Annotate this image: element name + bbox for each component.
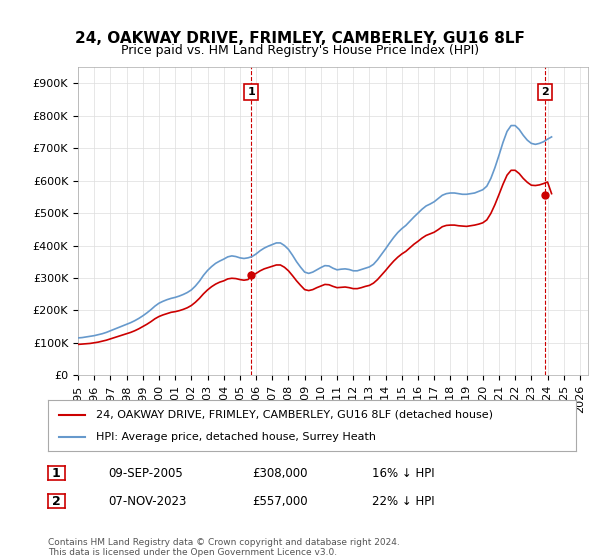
Text: 09-SEP-2005: 09-SEP-2005 xyxy=(108,466,183,480)
Text: 16% ↓ HPI: 16% ↓ HPI xyxy=(372,466,434,480)
Text: Price paid vs. HM Land Registry's House Price Index (HPI): Price paid vs. HM Land Registry's House … xyxy=(121,44,479,57)
Text: 24, OAKWAY DRIVE, FRIMLEY, CAMBERLEY, GU16 8LF: 24, OAKWAY DRIVE, FRIMLEY, CAMBERLEY, GU… xyxy=(75,31,525,46)
Text: 07-NOV-2023: 07-NOV-2023 xyxy=(108,494,187,508)
Text: 22% ↓ HPI: 22% ↓ HPI xyxy=(372,494,434,508)
Text: £557,000: £557,000 xyxy=(252,494,308,508)
Text: 24, OAKWAY DRIVE, FRIMLEY, CAMBERLEY, GU16 8LF (detached house): 24, OAKWAY DRIVE, FRIMLEY, CAMBERLEY, GU… xyxy=(95,409,493,419)
Text: 1: 1 xyxy=(52,466,61,480)
Text: £308,000: £308,000 xyxy=(252,466,308,480)
Text: Contains HM Land Registry data © Crown copyright and database right 2024.
This d: Contains HM Land Registry data © Crown c… xyxy=(48,538,400,557)
Text: HPI: Average price, detached house, Surrey Heath: HPI: Average price, detached house, Surr… xyxy=(95,432,376,442)
Text: 2: 2 xyxy=(541,87,549,97)
Text: 2: 2 xyxy=(52,494,61,508)
Text: 1: 1 xyxy=(247,87,255,97)
